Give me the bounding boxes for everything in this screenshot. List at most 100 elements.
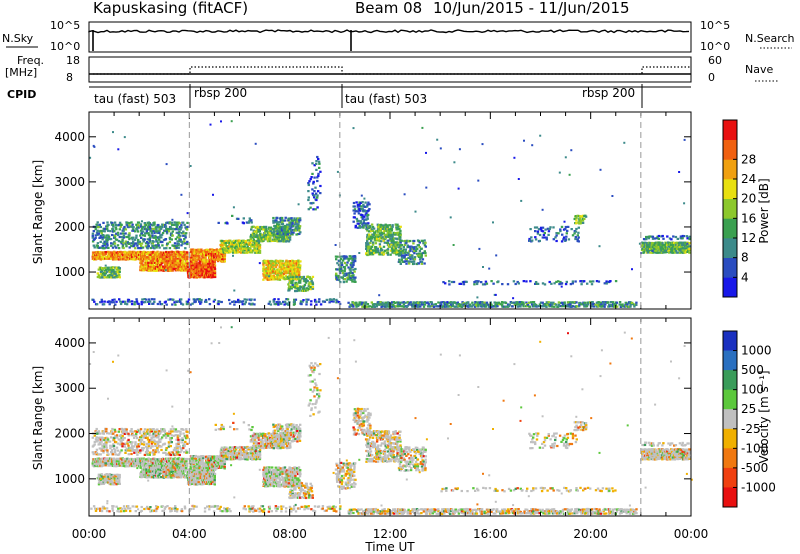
scatter-cell — [147, 245, 150, 248]
scatter-cell — [519, 303, 522, 306]
scatter-cell — [306, 289, 309, 292]
scatter-cell — [270, 234, 274, 237]
scatter-cell — [401, 260, 404, 263]
scatter-cell — [130, 236, 133, 239]
scatter-cell — [558, 283, 561, 286]
scatter-cell — [679, 235, 683, 238]
scatter-cell — [112, 432, 115, 435]
scatter-cell — [176, 223, 179, 226]
scatter-cell — [235, 247, 239, 250]
scatter-cell — [643, 247, 646, 250]
scatter-cell — [115, 268, 118, 271]
scatter-cell — [102, 251, 105, 254]
scatter-cell — [375, 305, 379, 308]
scatter-cell — [106, 449, 109, 452]
scatter-cell — [361, 217, 364, 220]
scatter-cell — [156, 261, 159, 264]
scatter-cell — [688, 242, 691, 245]
scatter-cell — [299, 287, 302, 290]
scatter-cell — [186, 457, 189, 461]
scatter-cell — [149, 227, 152, 230]
scatter-cell — [153, 261, 157, 264]
scatter-cell — [395, 241, 398, 244]
scatter-cell — [130, 245, 133, 248]
scatter-cell — [97, 443, 100, 446]
scatter-cell — [546, 227, 550, 230]
scatter-cell — [452, 280, 456, 284]
scatter-cell — [213, 275, 217, 279]
scatter-cell — [476, 296, 479, 299]
scatter-cell — [144, 245, 148, 248]
scatter-cell — [487, 305, 490, 308]
scatter-cell — [286, 225, 290, 228]
scatter-cell — [493, 301, 496, 304]
scatter-cell — [373, 305, 376, 308]
scatter-cell — [200, 254, 203, 257]
scatter-cell — [685, 247, 688, 250]
scatter-cell — [533, 305, 537, 308]
scatter-cell — [138, 242, 142, 245]
scatter-cell — [212, 300, 216, 303]
scatter-cell — [236, 249, 240, 252]
scatter-cell — [277, 225, 280, 228]
scatter-cell — [310, 277, 313, 281]
scatter-cell — [345, 272, 348, 275]
scatter-cell — [563, 220, 566, 223]
scatter-cell — [292, 279, 295, 282]
nave-trace — [93, 66, 691, 75]
scatter-cell — [119, 250, 122, 253]
scatter-cell — [531, 144, 534, 147]
scatter-cell — [413, 252, 416, 255]
scatter-cell — [140, 300, 143, 304]
scatter-cell — [124, 302, 127, 305]
scatter-cell — [409, 257, 412, 261]
scatter-cell — [170, 223, 174, 227]
scatter-cell — [311, 286, 315, 289]
scatter-cell — [143, 225, 146, 228]
scatter-cell — [308, 281, 311, 284]
scatter-cell — [111, 430, 114, 433]
scatter-cell — [318, 298, 321, 301]
scatter-cell — [280, 302, 283, 305]
scatter-cell — [508, 303, 511, 306]
scatter-cell — [174, 459, 177, 463]
scatter-cell — [155, 238, 158, 241]
scatter-cell — [102, 449, 105, 452]
scatter-cell — [367, 242, 370, 245]
scatter-cell — [366, 217, 369, 220]
scatter-cell — [144, 242, 148, 245]
scatter-cell — [96, 246, 99, 249]
scatter-cell — [337, 301, 341, 304]
scatter-cell — [645, 235, 648, 239]
scatter-cell — [311, 281, 314, 284]
scatter-cell — [424, 245, 427, 248]
scatter-cell — [311, 283, 315, 286]
scatter-cell — [98, 251, 101, 254]
scatter-cell — [205, 262, 208, 265]
scatter-cell — [145, 232, 149, 235]
scatter-cell — [355, 201, 358, 204]
scatter-cell — [364, 301, 368, 304]
scatter-cell — [284, 274, 288, 277]
scatter-cell — [127, 300, 130, 303]
scatter-cell — [264, 260, 267, 263]
scatter-cell — [293, 300, 296, 304]
scatter-cell — [162, 238, 166, 242]
scatter-cell — [680, 245, 684, 249]
scatter-cell — [555, 239, 558, 243]
scatter-cell — [195, 276, 198, 279]
scatter-cell — [644, 241, 647, 244]
scatter-cell — [512, 280, 516, 283]
scatter-cell — [118, 235, 121, 239]
scatter-cell — [314, 192, 318, 195]
scatter-cell — [446, 303, 449, 306]
scatter-cell — [609, 280, 612, 283]
scatter-cell — [284, 263, 288, 267]
scatter-cell — [502, 301, 505, 304]
scatter-cell — [198, 298, 201, 301]
scatter-cell — [213, 264, 217, 267]
scatter-cell — [117, 255, 120, 258]
scatter-cell — [276, 232, 279, 235]
scatter-cell — [543, 231, 546, 235]
scatter-cell — [155, 458, 158, 461]
